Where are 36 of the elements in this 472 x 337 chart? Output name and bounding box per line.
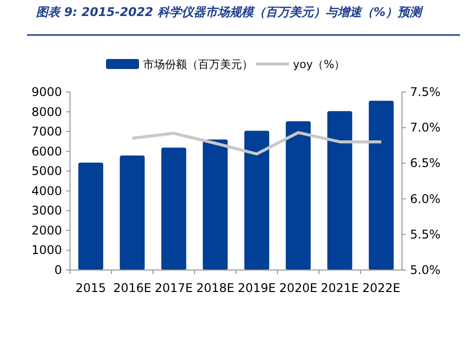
x-tick-label: 2017E	[154, 281, 193, 295]
x-tick-label: 2016E	[113, 281, 152, 295]
legend-label: yoy（%）	[293, 58, 346, 71]
y-tick-label: 3000	[31, 204, 62, 218]
bar	[244, 130, 270, 270]
y-tick-label: 9000	[31, 85, 62, 99]
legend-label: 市场份额（百万美元）	[143, 58, 253, 71]
y-tick-label: 7000	[31, 124, 62, 139]
y2-tick-label: 5.5%	[410, 227, 440, 242]
y-tick-label: 0	[54, 263, 62, 277]
y-tick-label: 2000	[31, 223, 62, 238]
x-tick-label: 2022E	[362, 281, 400, 295]
y-tick-label: 6000	[31, 144, 62, 158]
bar	[120, 155, 145, 270]
y2-tick-label: 7.5%	[410, 85, 440, 99]
bar	[286, 121, 311, 270]
y2-tick-label: 5.0%	[410, 263, 440, 277]
x-tick-label: 2020E	[279, 281, 318, 295]
y-tick-label: 8000	[31, 104, 62, 119]
chart-title: 图表 9: 2015-2022 科学仪器市场规模（百万美元）与增速（%）预测	[36, 5, 424, 19]
x-tick-label: 2018E	[196, 281, 234, 295]
x-tick-label: 2021E	[320, 281, 359, 295]
bar	[78, 162, 104, 270]
y-tick-label: 1000	[31, 243, 62, 258]
bar	[202, 139, 228, 270]
bar	[327, 111, 352, 270]
x-tick-label: 2015	[75, 281, 106, 295]
line-series	[130, 131, 383, 156]
y-tick-label: 4000	[31, 184, 62, 198]
bar	[161, 148, 186, 270]
y2-tick-label: 6.0%	[410, 192, 440, 206]
y2-tick-label: 6.5%	[410, 156, 440, 170]
bar	[368, 100, 394, 270]
y-tick-label: 5000	[31, 164, 62, 178]
y2-tick-label: 7.0%	[410, 120, 440, 135]
x-tick-label: 2019E	[238, 281, 276, 295]
